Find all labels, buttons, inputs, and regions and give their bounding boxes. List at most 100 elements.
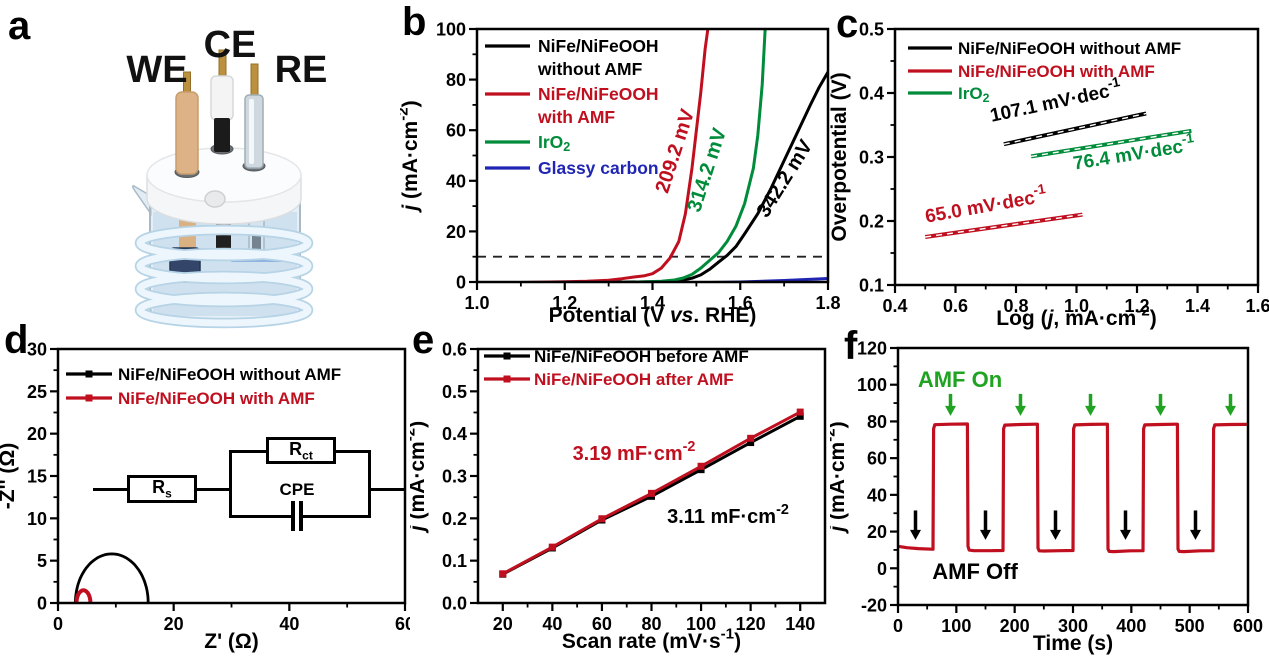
svg-text:40: 40: [279, 614, 299, 634]
svg-text:IrO2: IrO2: [538, 132, 570, 154]
svg-text:30: 30: [27, 340, 47, 360]
svg-text:1.6: 1.6: [1245, 296, 1269, 316]
svg-text:25: 25: [27, 382, 47, 402]
svg-text:100: 100: [941, 616, 971, 636]
svg-text:NiFe/NiFeOOH without AMF: NiFe/NiFeOOH without AMF: [958, 39, 1181, 58]
svg-text:1.8: 1.8: [815, 293, 840, 313]
svg-text:3.11 mF·cm-2: 3.11 mF·cm-2: [667, 502, 789, 528]
svg-text:0: 0: [893, 616, 903, 636]
svg-text:0.2: 0.2: [859, 212, 884, 232]
svg-text:0: 0: [877, 559, 887, 579]
svg-text:AMF Off: AMF Off: [932, 559, 1018, 584]
panel-letter-b: b: [402, 0, 427, 44]
svg-text:60: 60: [395, 614, 410, 634]
svg-text:400: 400: [1116, 616, 1146, 636]
svg-text:40: 40: [542, 614, 562, 634]
svg-text:NiFe/NiFeOOH: NiFe/NiFeOOH: [538, 36, 659, 56]
re-pin: [250, 63, 259, 98]
induction-coil: [134, 224, 314, 329]
svg-text:76.4 mV·dec-1: 76.4 mV·dec-1: [1071, 130, 1197, 175]
svg-text:5: 5: [37, 551, 47, 571]
svg-text:60: 60: [867, 449, 887, 469]
svg-text:AMF On: AMF On: [918, 367, 1002, 392]
svg-text:1.0: 1.0: [1064, 296, 1089, 316]
ce-rod: [214, 118, 230, 152]
svg-text:NiFe/NiFeOOH without AMF: NiFe/NiFeOOH without AMF: [118, 365, 341, 384]
beaker-spout: [131, 185, 152, 217]
svg-text:60: 60: [592, 614, 612, 634]
svg-text:20: 20: [867, 522, 887, 542]
svg-text:Overpotential (V): Overpotential (V): [830, 72, 851, 241]
svg-text:300: 300: [1058, 616, 1088, 636]
lid-port-plug: [204, 190, 226, 208]
re-label: RE: [275, 49, 328, 91]
svg-text:120: 120: [857, 339, 887, 359]
svg-text:Time (s): Time (s): [1033, 632, 1113, 655]
svg-text:3.19 mF·cm-2: 3.19 mF·cm-2: [573, 439, 696, 465]
chart-lsv-polarization: 1.0 1.2 1.4 1.6 1.8 0 20 40 60 80 100 NiFe/NiFeOOH w…: [400, 20, 840, 328]
re-frit-window: [252, 228, 261, 252]
svg-text:0.4: 0.4: [882, 296, 907, 316]
panel-letter-f: f: [844, 324, 858, 368]
svg-text:0.5: 0.5: [442, 382, 467, 402]
svg-text:20: 20: [446, 222, 466, 242]
svg-text:NiFe/NiFeOOH with AMF: NiFe/NiFeOOH with AMF: [118, 389, 315, 408]
svg-text:1.2: 1.2: [1124, 296, 1149, 316]
svg-text:IrO2: IrO2: [958, 84, 990, 105]
chart-tafel-plots: 0.4 0.6 0.8 1.0 1.2 1.4 1.6 0.1 0.2 0.3 0.4 0.5 NiFe…: [830, 20, 1269, 331]
svg-text:Z' (Ω): Z' (Ω): [204, 630, 258, 653]
svg-text:40: 40: [446, 171, 466, 191]
svg-text:NiFe/NiFeOOH with AMF: NiFe/NiFeOOH with AMF: [958, 62, 1155, 81]
svg-text:-20: -20: [861, 596, 887, 616]
svg-text:80: 80: [867, 412, 887, 432]
chart-nyquist-eis: 0 20 40 60 0 5 10 15 20 25 30 NiFe/NiFeOOH without …: [0, 340, 410, 654]
svg-text:1.6: 1.6: [728, 293, 753, 313]
svg-text:1.4: 1.4: [1185, 296, 1210, 316]
electrochemical-cell-illustration: WE CE RE: [126, 24, 328, 329]
we-label: WE: [126, 49, 187, 91]
svg-text:500: 500: [1175, 616, 1205, 636]
svg-text:0.3: 0.3: [859, 148, 884, 168]
svg-text:0.2: 0.2: [442, 509, 467, 529]
svg-text:0.1: 0.1: [859, 276, 884, 296]
svg-text:-Z'' (Ω): -Z'' (Ω): [0, 443, 19, 509]
re-tube-highlight: [249, 99, 254, 164]
svg-text:0: 0: [53, 614, 63, 634]
svg-text:140: 140: [785, 614, 815, 634]
svg-text:0.4: 0.4: [859, 84, 884, 104]
svg-text:0.6: 0.6: [442, 340, 467, 360]
svg-text:0.8: 0.8: [1003, 296, 1028, 316]
svg-text:200: 200: [1000, 616, 1030, 636]
svg-text:342.2 mV: 342.2 mV: [753, 136, 818, 222]
panel-letter-a: a: [8, 4, 31, 48]
svg-text:20: 20: [164, 614, 184, 634]
svg-text:0.3: 0.3: [442, 467, 467, 487]
svg-text:100: 100: [436, 20, 466, 40]
svg-text:NiFe/NiFeOOH after AMF: NiFe/NiFeOOH after AMF: [534, 370, 734, 389]
svg-text:0: 0: [37, 594, 47, 614]
svg-text:120: 120: [736, 614, 766, 634]
svg-text:20: 20: [493, 614, 513, 634]
svg-text:0.0: 0.0: [442, 594, 467, 614]
panel-letter-e: e: [412, 318, 435, 362]
we-rod: [175, 91, 199, 175]
svg-text:without AMF: without AMF: [537, 59, 643, 79]
svg-text:Glassy carbon: Glassy carbon: [538, 158, 659, 178]
svg-text:1.0: 1.0: [464, 293, 489, 313]
svg-text:Log (j, mA·cm-2): Log (j, mA·cm-2): [996, 303, 1156, 330]
svg-text:0.6: 0.6: [943, 296, 968, 316]
svg-text:40: 40: [867, 485, 887, 505]
svg-text:Potential (V vs. RHE): Potential (V vs. RHE): [549, 304, 757, 327]
svg-text:20: 20: [27, 424, 47, 444]
svg-text:j (mA·cm-2): j (mA·cm-2): [830, 421, 849, 534]
svg-text:0.4: 0.4: [442, 424, 467, 444]
svg-text:100: 100: [857, 375, 887, 395]
svg-text:0: 0: [456, 273, 466, 293]
cell-lid-top: [146, 147, 302, 203]
ce-label: CE: [204, 24, 257, 66]
panel-letter-d: d: [4, 318, 29, 362]
svg-text:0.1: 0.1: [442, 551, 467, 571]
svg-text:1.2: 1.2: [552, 293, 577, 313]
svg-text:j (mA·cm-2): j (mA·cm-2): [400, 100, 422, 213]
